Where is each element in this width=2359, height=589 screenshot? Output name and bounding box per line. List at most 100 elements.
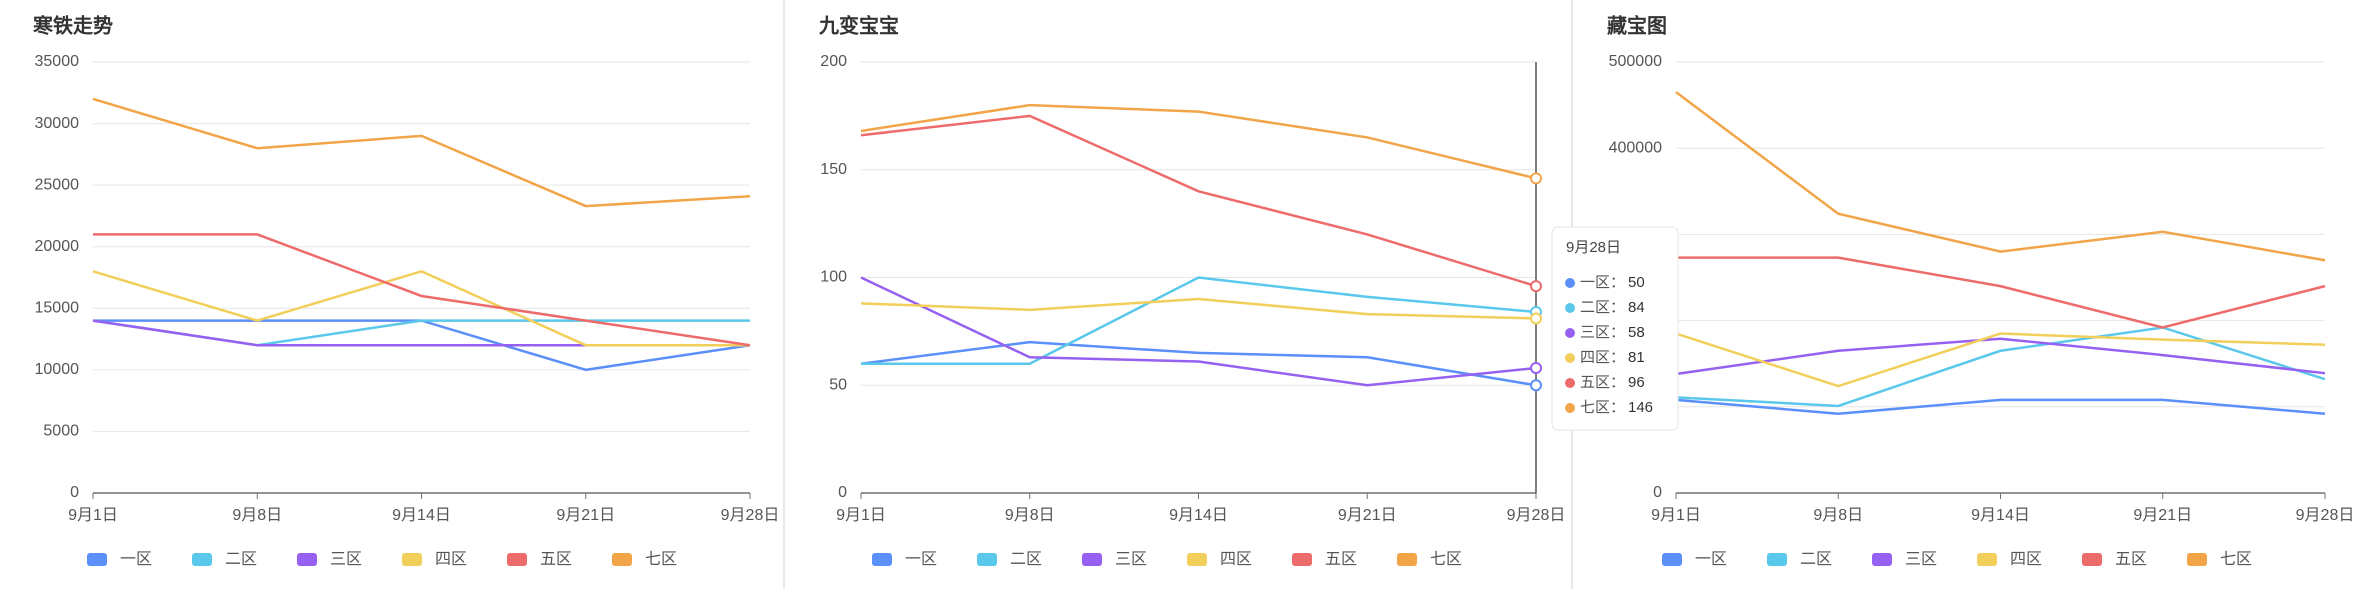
y-tick-label: 150 [820, 161, 847, 178]
tooltip-sep: ： [1610, 349, 1625, 366]
legend-label: 二区 [1010, 551, 1042, 568]
x-tick-label: 9月21日 [2133, 507, 2192, 524]
hover-point [1530, 312, 1542, 325]
y-tick-label: 0 [1653, 484, 1662, 501]
legend-label: 一区 [1695, 551, 1727, 568]
legend-label: 四区 [435, 551, 467, 568]
hover-point [1530, 362, 1542, 375]
legend-swatch [1292, 553, 1312, 566]
line-series [1675, 332, 2326, 388]
legend-swatch [612, 553, 632, 566]
chart-title: 藏宝图 [1607, 13, 1667, 37]
y-tick-label: 50 [829, 376, 847, 393]
line-series [861, 276, 1537, 365]
line-series [860, 276, 1537, 387]
chart-title: 寒铁走势 [33, 13, 113, 37]
legend-swatch [872, 553, 892, 566]
x-tick-label: 9月14日 [1169, 507, 1228, 524]
line-series [1675, 91, 2326, 262]
legend-label: 五区 [540, 551, 572, 568]
legend-swatch [87, 553, 107, 566]
legend-swatch [1977, 553, 1997, 566]
x-tick-label: 9月8日 [1813, 507, 1863, 524]
y-tick-label: 0 [70, 484, 79, 501]
tooltip-dot [1565, 303, 1575, 313]
line-series [1675, 398, 2326, 415]
legend-swatch [2082, 553, 2102, 566]
legend-swatch [192, 553, 212, 566]
x-tick-label: 9月1日 [68, 507, 118, 524]
y-tick-label: 5000 [43, 423, 79, 440]
x-tick-label: 9月14日 [392, 507, 451, 524]
tooltip-value: 50 [1628, 274, 1645, 291]
y-tick-label: 25000 [35, 176, 80, 193]
x-tick-label: 9月1日 [1651, 507, 1701, 524]
tooltip-dot [1565, 328, 1575, 338]
line-series [1675, 337, 2326, 376]
legend-label: 三区 [330, 551, 362, 568]
legend-label: 七区 [645, 550, 677, 568]
hover-point [1530, 280, 1542, 293]
line-series [92, 270, 750, 347]
legend-label: 三区 [1905, 551, 1937, 568]
x-tick-label: 9月28日 [2296, 507, 2355, 524]
tooltip-title: 9月28日 [1566, 239, 1621, 256]
line-series [92, 97, 751, 208]
x-tick-label: 9月21日 [556, 507, 615, 524]
legend-swatch [1397, 553, 1417, 566]
y-tick-label: 30000 [35, 115, 80, 132]
tooltip-value: 81 [1628, 349, 1645, 366]
tooltip-name: 七区 [1580, 399, 1610, 416]
legend-swatch [1872, 553, 1892, 566]
tooltip-value: 96 [1628, 374, 1645, 391]
y-tick-label: 200 [820, 53, 847, 70]
line-series [860, 340, 1537, 387]
legend-swatch [1187, 553, 1207, 566]
tooltip-value: 58 [1628, 324, 1645, 341]
line-series [860, 114, 1537, 288]
legend-label: 一区 [905, 551, 937, 568]
tooltip-sep: ： [1610, 299, 1625, 316]
legend-swatch [1082, 553, 1102, 566]
legend-swatch [1662, 553, 1682, 566]
legend-label: 二区 [1800, 551, 1832, 568]
chart-title: 九变宝宝 [818, 13, 899, 37]
tooltip-sep: ： [1610, 374, 1625, 391]
tooltip-name: 四区 [1580, 349, 1610, 366]
y-tick-label: 0 [838, 484, 847, 501]
tooltip-dot [1565, 353, 1575, 363]
legend-label: 四区 [2010, 551, 2042, 568]
y-tick-label: 400000 [1609, 139, 1662, 156]
x-tick-label: 9月8日 [232, 507, 282, 524]
legend-swatch [1767, 553, 1787, 566]
y-tick-label: 100 [820, 269, 847, 286]
tooltip-name: 三区 [1580, 324, 1610, 341]
line-series [1675, 326, 2326, 408]
x-tick-label: 9月8日 [1005, 507, 1055, 524]
legend-swatch [977, 553, 997, 566]
line-series [860, 103, 1537, 180]
line-series [1676, 256, 2326, 329]
x-tick-label: 9月21日 [1338, 507, 1397, 524]
tooltip-value: 146 [1628, 399, 1653, 416]
legend-label: 七区 [2220, 550, 2252, 568]
line-series [93, 233, 751, 347]
tooltip-name: 二区 [1580, 299, 1610, 316]
tooltip-dot [1565, 278, 1575, 288]
hover-point [1530, 379, 1542, 392]
y-tick-label: 500000 [1609, 53, 1662, 70]
tooltip-name: 五区 [1580, 374, 1610, 391]
x-tick-label: 9月28日 [721, 507, 780, 524]
legend-label: 二区 [225, 551, 257, 568]
line-series [860, 297, 1537, 320]
y-tick-label: 15000 [35, 300, 80, 317]
tooltip-sep: ： [1610, 274, 1625, 291]
legend-label: 五区 [2115, 551, 2147, 568]
x-tick-label: 9月28日 [1507, 507, 1566, 524]
hover-point [1530, 172, 1542, 185]
legend-label: 五区 [1325, 551, 1357, 568]
x-tick-label: 9月1日 [836, 507, 886, 524]
